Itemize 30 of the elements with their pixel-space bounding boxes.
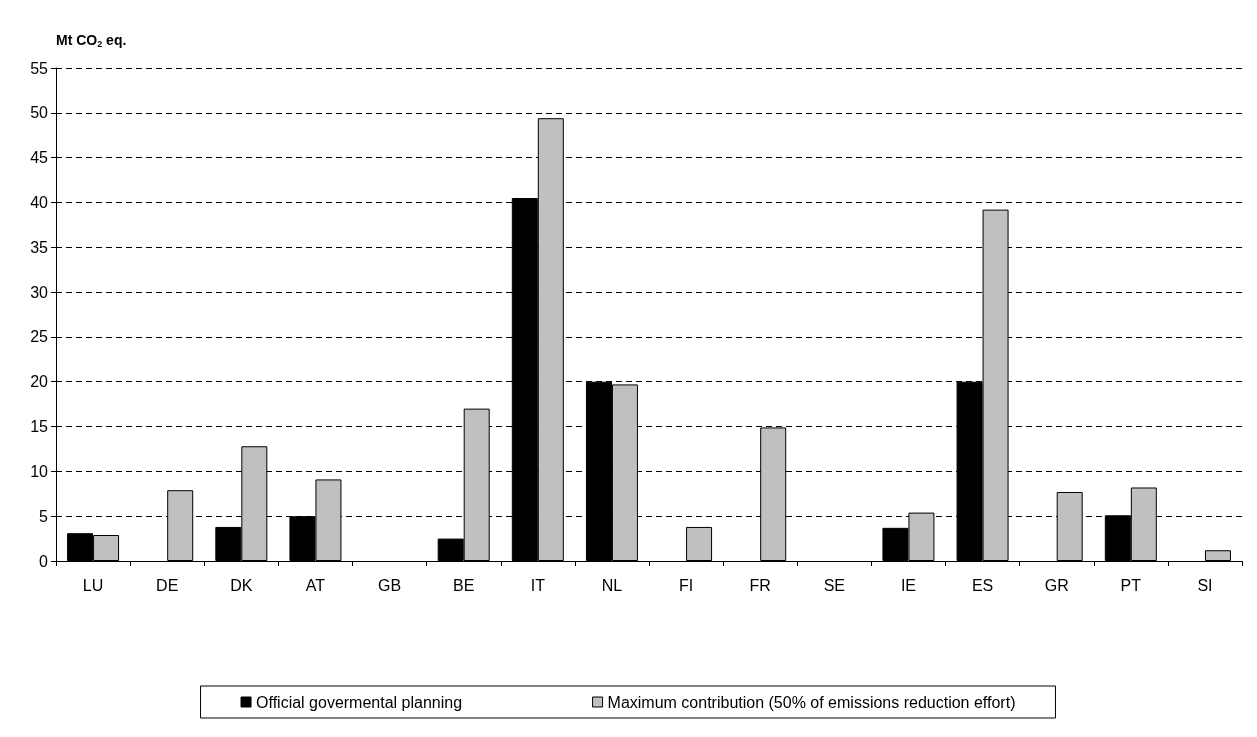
x-tick-label: FR <box>749 576 771 594</box>
x-tick-label: SE <box>823 576 845 594</box>
legend-label: Official govermental planning <box>256 693 463 711</box>
legend-label: Maximum contribution (50% of emissions reduction effort) <box>607 693 1016 711</box>
y-tick-label: 40 <box>30 193 49 211</box>
x-tick-label: GR <box>1044 576 1069 594</box>
y-tick-label: 35 <box>30 238 49 256</box>
y-tick-label: 0 <box>39 552 49 570</box>
y-tick-label: 5 <box>39 507 49 525</box>
x-tick-label: FI <box>678 576 694 594</box>
y-tick-label: 45 <box>30 149 49 167</box>
y-tick-label: 55 <box>30 59 49 77</box>
x-tick-label: NL <box>601 576 623 594</box>
y-tick-label: 50 <box>30 104 49 122</box>
x-tick-label: DE <box>156 576 179 594</box>
x-tick-label: DK <box>230 576 253 594</box>
x-tick-label: ES <box>971 576 994 594</box>
x-tick-label: LU <box>82 576 104 594</box>
y-tick-label: 30 <box>30 283 49 301</box>
y-tick-label: 10 <box>30 462 49 480</box>
y-tick-label: 15 <box>30 418 49 436</box>
x-tick-label: IE <box>900 576 916 594</box>
x-tick-label: GB <box>378 576 402 594</box>
x-tick-label: IT <box>530 576 546 594</box>
x-tick-label: SI <box>1197 576 1213 594</box>
x-tick-label: AT <box>305 576 326 594</box>
x-tick-label: PT <box>1120 576 1142 594</box>
y-tick-label: 25 <box>30 328 49 346</box>
y-tick-label: 20 <box>30 373 49 391</box>
x-tick-label: BE <box>453 576 475 594</box>
